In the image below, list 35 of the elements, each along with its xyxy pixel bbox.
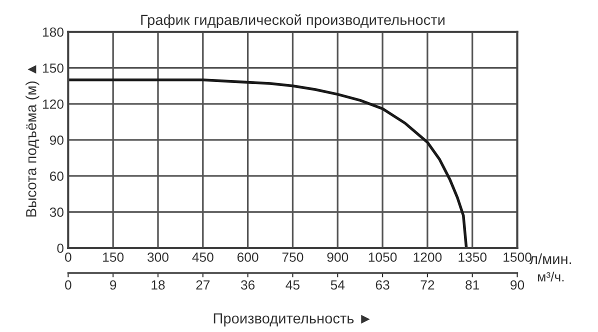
x2-tick-label: 90: [510, 280, 524, 290]
x2-tick-label: 36: [240, 280, 255, 290]
x2-tick-label: 27: [196, 280, 210, 290]
x-tick-label: 1500: [504, 252, 532, 262]
x-tick-label: 0: [65, 252, 72, 262]
x-tick-label: 450: [192, 252, 214, 262]
y-tick-label: 30: [50, 208, 64, 217]
x2-axis-title: м³/ч.: [538, 272, 564, 282]
chart-title: График гидравлической производительности: [141, 14, 444, 28]
x2-tick-label: 63: [376, 280, 390, 290]
x2-tick-label: 18: [152, 280, 165, 290]
x-tick-label: 1200: [414, 252, 442, 262]
text: Производительность ►: [214, 313, 370, 326]
x-tick-label: 1050: [368, 252, 397, 262]
x2-tick-label: 9: [110, 280, 116, 290]
y-tick-label: 60: [50, 172, 64, 181]
y-axis-title: Высота подъёма (м) ▲: [26, 65, 40, 217]
line-series: [68, 78, 468, 248]
x-tick-label: 300: [147, 252, 168, 262]
y-tick-label: 120: [43, 99, 64, 109]
x-axis-title: л/мин.: [530, 253, 572, 264]
x2-tick-label: 0: [65, 280, 72, 290]
y-tick-label: 150: [43, 63, 64, 73]
x-tick-label: 750: [282, 252, 304, 262]
x2-tick-label: 45: [286, 280, 300, 290]
x-tick-label: 150: [103, 252, 124, 262]
x-tick-label: 900: [327, 252, 348, 262]
x2-tick-label: 72: [420, 280, 434, 290]
y-tick-label: 180: [43, 27, 64, 37]
x-tick-label: 600: [237, 252, 258, 262]
y-tick-label: 90: [50, 136, 64, 145]
x2-tick-label: 81: [466, 280, 480, 290]
x2-tick-label: 54: [330, 280, 345, 290]
y-tick-label: 0: [57, 244, 64, 253]
x-tick-label: 1350: [458, 252, 487, 262]
